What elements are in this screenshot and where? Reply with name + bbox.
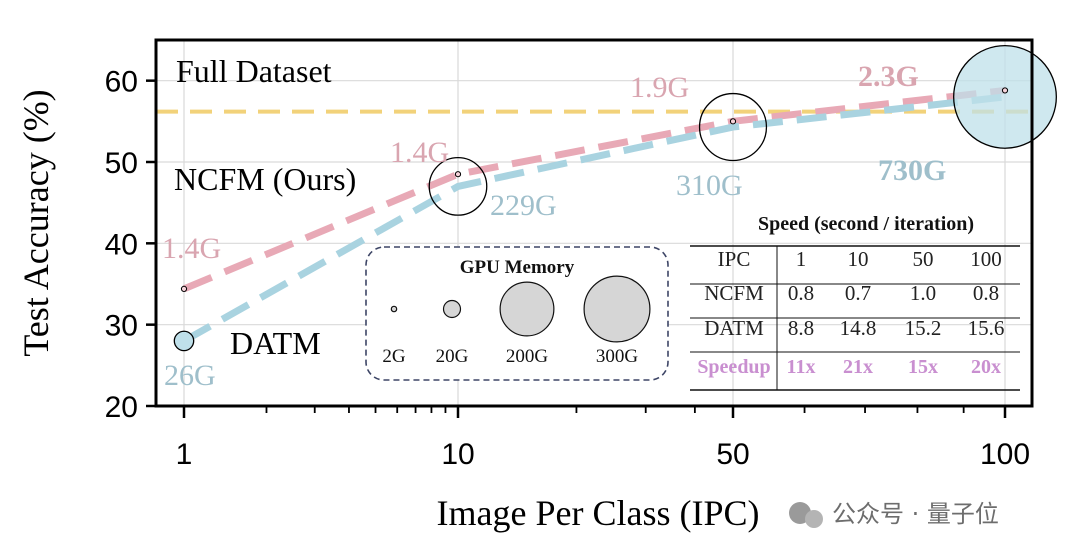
- speed-table-rules: [690, 245, 1020, 391]
- series-label-ncfm: NCFM (Ours): [174, 161, 356, 197]
- table-cell-0-1: 1: [796, 247, 807, 271]
- speed-table: Speed (second / iteration) IPC 1 10 50 100 NC…: [690, 213, 1020, 391]
- data-points: [180, 87, 1009, 292]
- x-tick-label-3: 100: [980, 438, 1030, 471]
- watermark: 公众号 · 量子位: [789, 500, 999, 528]
- wechat-icon-bubble: [805, 510, 823, 528]
- datm-memory-label-0: 26G: [164, 359, 216, 392]
- series-label-datm: DATM: [230, 325, 321, 361]
- datm-memory-label-3: 730G: [878, 154, 946, 187]
- table-cell-1-1: 0.8: [788, 281, 814, 305]
- table-cell-2-3: 15.2: [905, 316, 942, 340]
- series-line-0: [182, 86, 1006, 293]
- table-cell-1-4: 0.8: [973, 281, 999, 305]
- datm-memory-label-1: 229G: [490, 189, 557, 222]
- ncfm-point-0: [180, 285, 188, 292]
- memory-legend-bubble-0: [390, 305, 398, 313]
- datm-bubble-3: [953, 44, 1057, 149]
- x-tick-label-1: 10: [441, 438, 474, 471]
- table-cell-2-4: 15.6: [968, 316, 1005, 340]
- x-tick-label-2: 50: [716, 438, 749, 471]
- memory-legend-bubble-1: [442, 299, 462, 319]
- y-tick-label-0: 20: [105, 391, 138, 424]
- x-tick-label-0: 1: [176, 438, 193, 471]
- y-tick-label-2: 40: [105, 228, 138, 261]
- memory-legend-label-1: 20G: [436, 346, 469, 367]
- watermark-text: 公众号 · 量子位: [832, 500, 999, 528]
- table-cell-2-0: DATM: [704, 316, 764, 340]
- ncfm-memory-label-3: 2.3G: [858, 60, 919, 93]
- table-cell-3-3: 15x: [908, 356, 938, 378]
- table-cell-3-0: Speedup: [697, 356, 770, 378]
- ncfm-memory-label-0: 1.4G: [162, 232, 221, 265]
- table-cell-3-4: 20x: [971, 356, 1001, 378]
- table-cell-1-2: 0.7: [845, 281, 871, 305]
- datm-bubble-0: [173, 330, 195, 352]
- memory-legend-label-3: 300G: [596, 346, 639, 367]
- y-tick-label-3: 50: [105, 147, 138, 180]
- x-axis-title: Image Per Class (IPC): [437, 493, 760, 533]
- memory-legend: GPU Memory 2G 20G 200G 300G: [365, 246, 669, 381]
- memory-legend-label-0: 2G: [382, 346, 406, 367]
- full-dataset-label: Full Dataset: [176, 53, 332, 89]
- memory-legend-bubble-2: [499, 281, 555, 337]
- ncfm-point-2: [729, 118, 737, 125]
- ncfm-point-1: [454, 171, 462, 178]
- table-cell-0-4: 100: [970, 247, 1002, 271]
- memory-legend-title: GPU Memory: [460, 257, 575, 278]
- memory-legend-items: 2G 20G 200G 300G: [382, 275, 651, 367]
- table-cell-2-2: 14.8: [840, 316, 877, 340]
- ncfm-memory-label-2: 1.9G: [630, 71, 689, 104]
- ticks: 20 30 40 50 60 1 10 50 100: [105, 66, 1030, 471]
- table-cell-1-3: 1.0: [910, 281, 936, 305]
- series-line-1: [182, 93, 1006, 344]
- series-lines: [182, 86, 1006, 344]
- plot-frame: [154, 38, 1034, 408]
- datm-bubble-1: [428, 156, 488, 216]
- table-cell-3-2: 21x: [843, 356, 873, 378]
- datm-bubble-2: [698, 92, 768, 162]
- table-cell-2-1: 8.8: [788, 316, 814, 340]
- speed-table-cells: IPC 1 10 50 100 NCFM 0.8 0.7 1.0 0.8 DATM 8.8 14.8 15…: [697, 247, 1004, 378]
- table-cell-0-2: 10: [848, 247, 869, 271]
- speed-table-title: Speed (second / iteration): [758, 213, 974, 235]
- memory-legend-label-2: 200G: [506, 346, 549, 367]
- y-tick-label-4: 60: [105, 66, 138, 99]
- y-axis-title: Test Accuracy (%): [16, 89, 56, 356]
- table-cell-0-0: IPC: [718, 247, 751, 271]
- ncfm-memory-label-1: 1.4G: [390, 136, 449, 169]
- memory-labels: 1.4G 1.4G 1.9G 2.3G 26G 229G 310G 730G: [162, 60, 946, 392]
- table-cell-0-3: 50: [913, 247, 934, 271]
- y-tick-label-1: 30: [105, 310, 138, 343]
- table-cell-3-1: 11x: [787, 356, 816, 378]
- datm-memory-label-2: 310G: [676, 169, 743, 202]
- table-cell-1-0: NCFM: [704, 281, 764, 305]
- ncfm-point-3: [1001, 87, 1009, 94]
- memory-legend-bubble-3: [583, 275, 651, 343]
